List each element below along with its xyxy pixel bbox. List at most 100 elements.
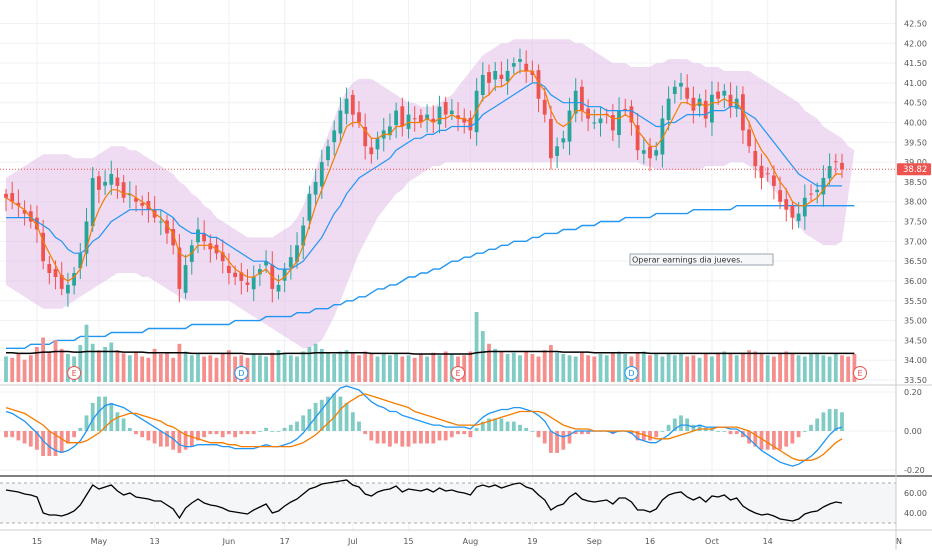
candle [388,113,392,140]
candle [741,86,745,144]
macd-hist-bar [722,431,727,432]
volume-bar [431,352,436,382]
volume-bar [728,354,733,382]
macd-hist-bar [121,418,126,431]
volume-bar [505,354,510,382]
dividend-marker[interactable]: D [234,366,249,380]
volume-bar [654,354,659,382]
annotation-box[interactable]: Operar earnings dia jueves. [629,253,774,266]
macd-hist-bar [152,431,157,444]
volume-bar [115,350,120,382]
macd-hist-bar [741,431,745,438]
macd-hist-bar [530,431,535,432]
candle [66,272,70,307]
macd-hist-bar [53,431,58,456]
volume-bar [90,343,95,382]
rsi-panel[interactable] [0,479,896,524]
volume-bar [468,351,473,382]
volume-bar [555,352,559,382]
macd-hist-bar [561,431,566,450]
event-label: E [72,369,77,378]
volume-bar [381,352,386,382]
macd-hist-bar [165,431,169,447]
macd-hist-bar [171,431,176,450]
price-tick-label: 39.00 [904,158,927,167]
earnings-marker[interactable]: E [67,366,82,380]
macd-hist-bar [47,431,52,456]
macd-hist-bar [388,431,392,447]
macd-hist-bar [196,431,200,441]
candle [796,201,801,229]
volume-bar [561,354,566,382]
time-tick-label: N [896,537,902,546]
candle [47,256,52,285]
macd-hist-bar [549,431,553,453]
volume-bar [604,355,609,382]
candle [623,98,628,116]
macd-hist-bar [833,409,838,431]
price-tick-label: 42.50 [904,19,927,28]
candle [171,218,176,255]
volume-bar [821,355,826,382]
candle [518,48,522,74]
macd-hist-bar [227,431,231,435]
volume-bar [679,354,683,382]
volume-bar [270,352,275,382]
macd-hist-bar [177,431,182,453]
volume-bar [53,340,58,382]
price-panel[interactable]: E D E D E Operar earnings dia jueves. [0,39,896,382]
candle [4,189,8,212]
macd-hist-bar [437,431,442,441]
macd-hist-bar [115,412,120,431]
volume-bar [357,355,361,382]
rsi-axis[interactable]: 60.00 40.00 [904,489,927,518]
candle [394,102,398,139]
volume-bar [344,350,349,382]
event-label: E [857,369,862,378]
macd-panel[interactable] [4,385,844,467]
volume-bar [59,348,64,382]
price-tick-label: 33.50 [904,376,927,385]
volume-bar [22,359,27,382]
rsi-tick-label: 40.00 [904,509,927,518]
ema-slow-line [6,82,842,270]
dividend-marker[interactable]: D [624,366,639,380]
volume-bar [4,356,8,382]
earnings-marker[interactable]: E [853,366,867,380]
macd-hist-bar [134,431,138,435]
earnings-marker[interactable]: E [451,366,466,380]
macd-hist-bar [295,421,299,431]
candle [722,84,727,109]
macd-hist-bar [635,431,640,441]
time-axis[interactable]: 15 May 13 Jun 17 Jul 15 Aug 19 Sep 16 Oct 14 N [32,537,902,546]
candle [635,113,640,160]
volume-bar [617,351,621,382]
candle [437,95,442,134]
volume-bar [524,351,529,382]
volume-bar [672,355,677,382]
candle [35,205,39,243]
macd-axis[interactable]: 0.20 0.00 -0.20 [904,388,925,475]
macd-hist-bar [332,393,337,431]
volume-bar [443,351,448,382]
volume-bar [109,342,114,382]
macd-hist-bar [666,424,671,431]
price-tick-label: 41.50 [904,59,927,68]
candle [734,85,739,118]
volume-bar [536,356,541,382]
candle [505,59,510,95]
time-tick-label: Sep [587,537,602,546]
candle [127,181,132,209]
macd-hist-bar [796,431,801,438]
price-tick-label: 35.00 [904,317,927,326]
volume-bar [227,350,231,382]
macd-hist-bar [536,431,541,438]
price-tick-label: 36.00 [904,277,927,286]
macd-hist-bar [487,418,491,431]
price-axis[interactable]: 42.50 42.00 41.50 41.00 40.50 40.00 39.50 39.00… [904,19,927,385]
volume-bar [759,354,764,382]
volume-bar [158,354,163,382]
